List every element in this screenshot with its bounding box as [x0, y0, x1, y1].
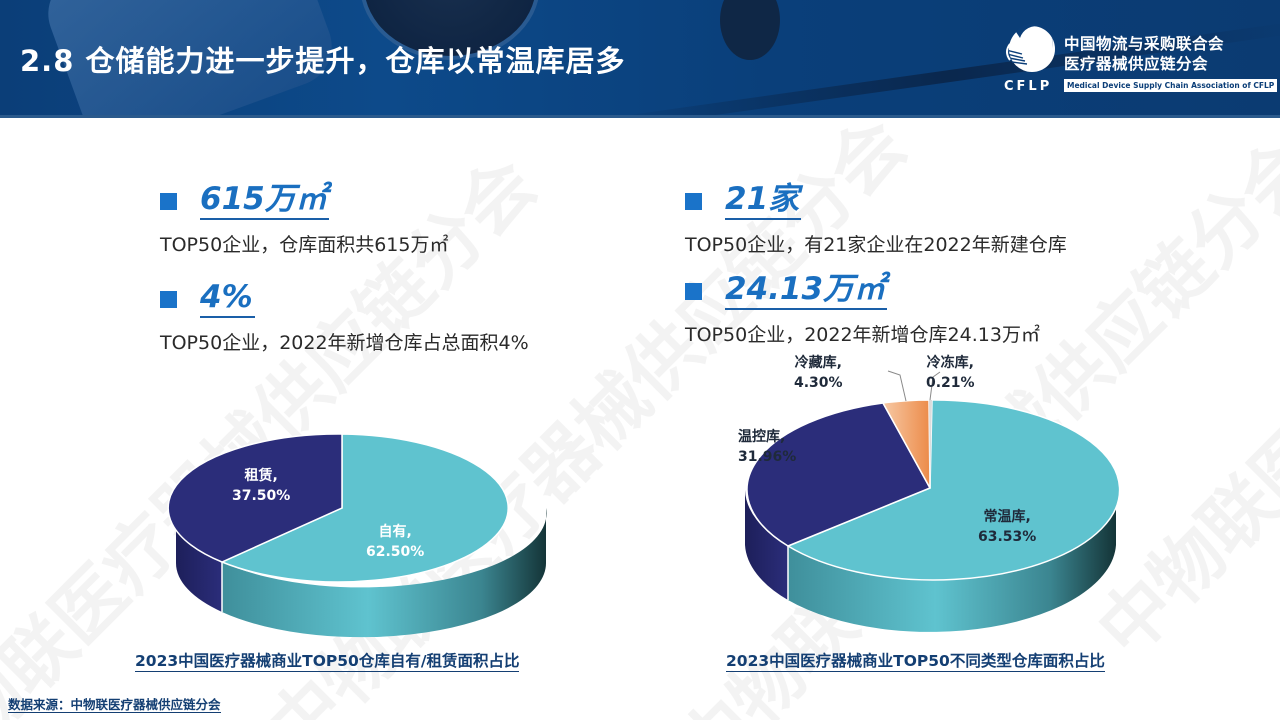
slice-name: 常温库, [983, 509, 1031, 525]
page-title: 2.8 仓储能力进一步提升，仓库以常温库居多 [20, 44, 626, 78]
chart-caption: 2023中国医疗器械商业TOP50不同类型仓库面积占比 [726, 652, 1105, 672]
stat-total-area: 615万㎡ TOP50企业，仓库面积共615万㎡ [160, 180, 610, 260]
square-bullet-icon [160, 291, 177, 308]
cflp-globe-icon [1005, 24, 1055, 72]
stat-new-area: 24.13万㎡ TOP50企业，2022年新增仓库24.13万㎡ [685, 270, 1135, 350]
slice-label-temp-controlled: 温控库, 31.96% [738, 427, 796, 467]
slice-name: 冷冻库, [926, 355, 974, 371]
stat-description: TOP50企业，有21家企业在2022年新建仓库 [685, 234, 1067, 256]
square-bullet-icon [685, 193, 702, 210]
slice-label-frozen: 冷冻库, 0.21% [926, 353, 975, 393]
slice-label-owned: 自有, 62.50% [366, 522, 424, 562]
slice-label-lease: 租赁, 37.50% [232, 466, 290, 506]
square-bullet-icon [160, 193, 177, 210]
data-source-note: 数据来源：中物联医疗器械供应链分会 [8, 697, 221, 713]
logo-name-line1: 中国物流与采购联合会 [1064, 35, 1225, 53]
logo-english-name: Medical Device Supply Chain Association … [1064, 79, 1278, 92]
chart-caption: 2023中国医疗器械商业TOP50仓库自有/租赁面积占比 [135, 652, 520, 672]
square-bullet-icon [685, 283, 702, 300]
pie-chart-warehouse-types: 冷藏库, 4.30% 冷冻库, 0.21% 温控库, 31.96% 常温库, 6… [640, 0, 1280, 720]
cflp-logo: CFLP 中国物流与采购联合会 医疗器械供应链分会 Medical Device… [1002, 24, 1278, 96]
slice-name: 租赁, [244, 468, 278, 484]
stat-value: 24.13万㎡ [725, 270, 888, 310]
slice-label-ambient: 常温库, 63.53% [978, 507, 1036, 547]
stat-new-warehouse-companies: 21家 TOP50企业，有21家企业在2022年新建仓库 [685, 180, 1135, 260]
logo-abbreviation: CFLP [1004, 79, 1053, 94]
slice-value: 0.21% [926, 375, 975, 391]
header-divider [0, 115, 1280, 118]
slice-value: 31.96% [738, 449, 797, 465]
stat-description: TOP50企业，2022年新增仓库24.13万㎡ [685, 324, 1040, 346]
slice-name: 冷藏库, [794, 355, 842, 371]
stat-value: 21家 [725, 180, 802, 220]
stat-value: 615万㎡ [200, 180, 329, 220]
stat-description: TOP50企业，2022年新增仓库占总面积4% [160, 332, 529, 354]
stat-description: TOP50企业，仓库面积共615万㎡ [160, 234, 449, 256]
slice-value: 63.53% [978, 529, 1037, 545]
slice-value: 37.50% [232, 488, 291, 504]
pie-chart-own-vs-lease: 租赁, 37.50% 自有, 62.50% 2023中国医疗器械商业TOP50仓… [135, 433, 547, 672]
stat-new-share: 4% TOP50企业，2022年新增仓库占总面积4% [160, 278, 610, 358]
slice-name: 自有, [378, 524, 412, 540]
header-banner: 2.8 仓储能力进一步提升，仓库以常温库居多 CFLP 中国物流与采购联合会 医… [0, 0, 1280, 118]
pie-chart-graphic [167, 433, 547, 638]
logo-name-line2: 医疗器械供应链分会 [1064, 55, 1209, 73]
slice-label-refrigerated: 冷藏库, 4.30% [794, 353, 843, 393]
slice-name: 温控库, [738, 429, 786, 445]
pie-chart-graphic [745, 370, 1121, 632]
stat-value: 4% [200, 278, 255, 318]
slice-value: 4.30% [794, 375, 843, 391]
slice-value: 62.50% [366, 544, 425, 560]
